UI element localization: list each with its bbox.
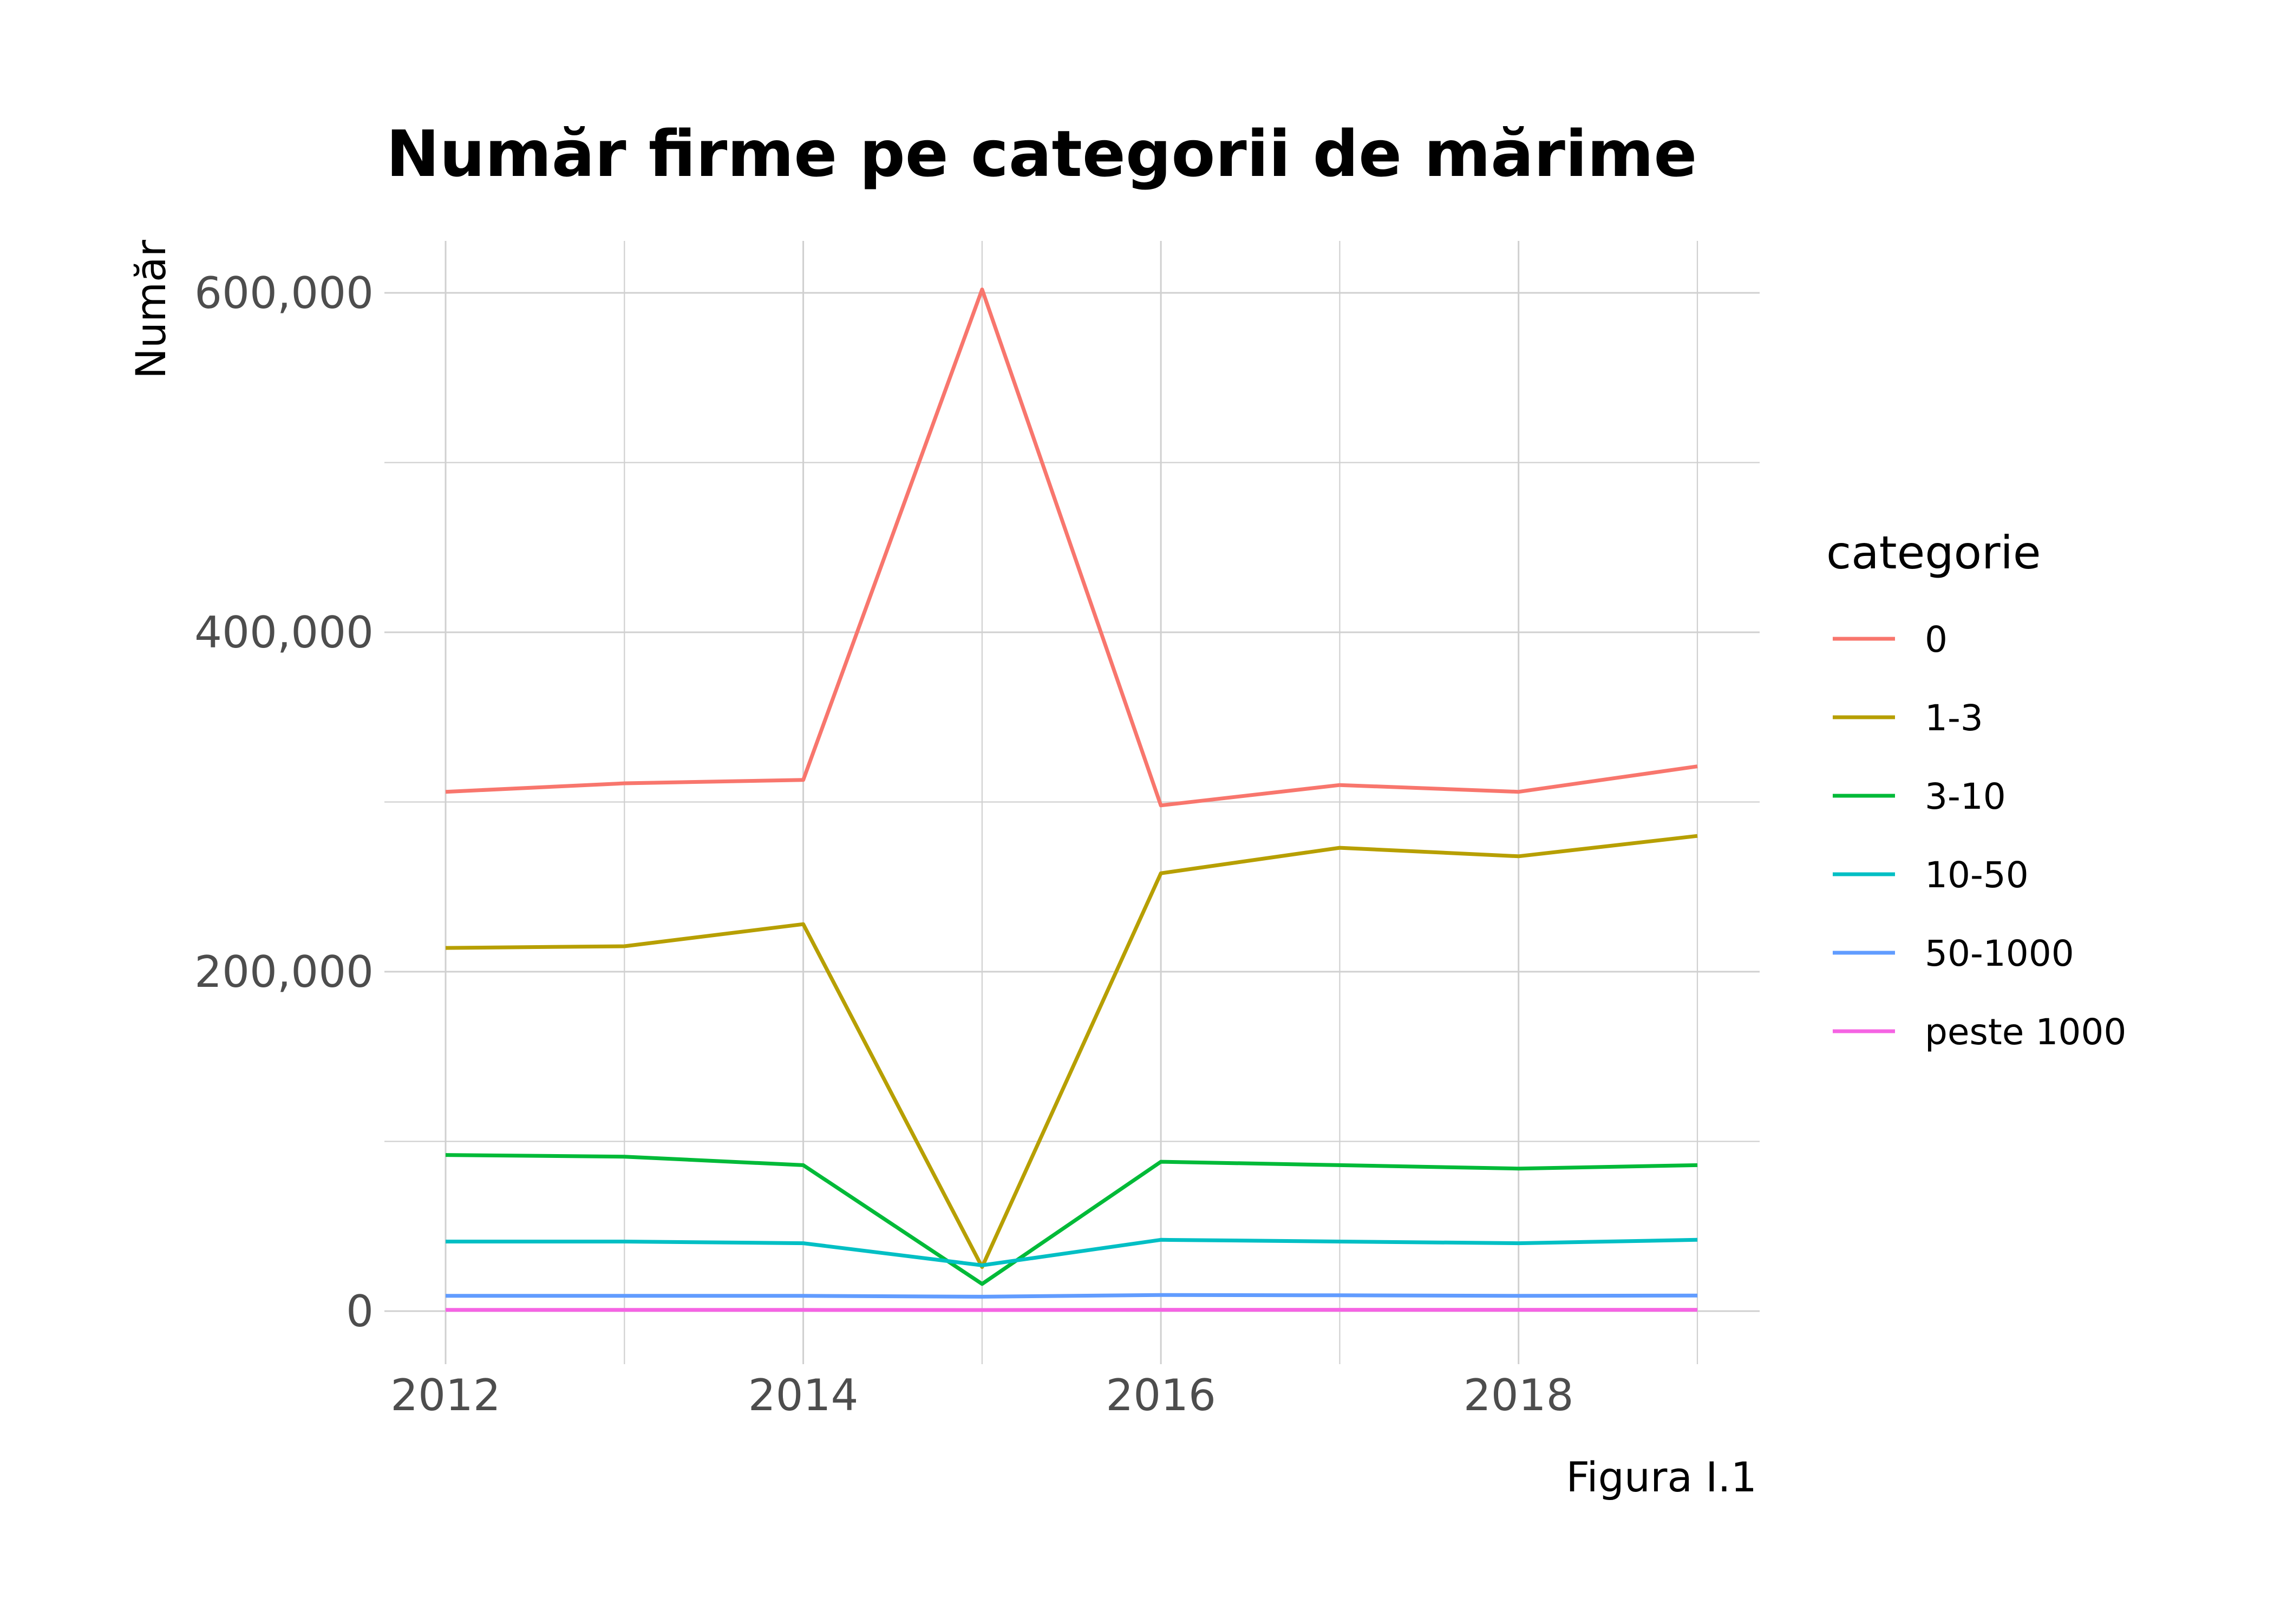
y-tick-label: 0 [346,1286,374,1337]
y-axis: 0 200,000 400,000 600,000 [194,268,374,1337]
chart-caption: Figura I.1 [1566,1453,1757,1501]
legend-label: 3-10 [1925,776,2006,817]
series-line-3-10 [445,1153,1698,1286]
x-axis: 2012 2014 2016 2018 [390,1370,1573,1420]
x-tick-label: 2012 [390,1370,501,1420]
series-line-0 [445,287,1698,808]
chart-title: Număr firme pe categorii de mărime [386,116,1697,191]
legend-label: 10-50 [1925,854,2029,896]
legend-title: categorie [1826,526,2041,579]
x-tick-label: 2014 [748,1370,859,1420]
x-tick-label: 2018 [1463,1370,1574,1420]
legend-label: 50-1000 [1925,933,2074,974]
x-tick-label: 2016 [1106,1370,1216,1420]
series-line-50-1000 [446,1293,1698,1299]
plot-lines [445,287,1698,1312]
y-axis-title: Număr [127,239,175,379]
series-line-10-50 [446,1237,1698,1267]
y-tick-label: 200,000 [194,947,374,997]
legend-label: peste 1000 [1925,1011,2126,1053]
y-tick-label: 400,000 [194,607,374,658]
legend-label: 1-3 [1925,697,1983,739]
y-tick-label: 600,000 [194,268,374,318]
legend-label: 0 [1925,619,1948,660]
grid [384,241,1760,1364]
legend: categorie 0 1-3 3-10 10-50 50-1000 peste 1000 [1826,526,2126,1053]
series-line-1-3 [445,834,1698,1269]
